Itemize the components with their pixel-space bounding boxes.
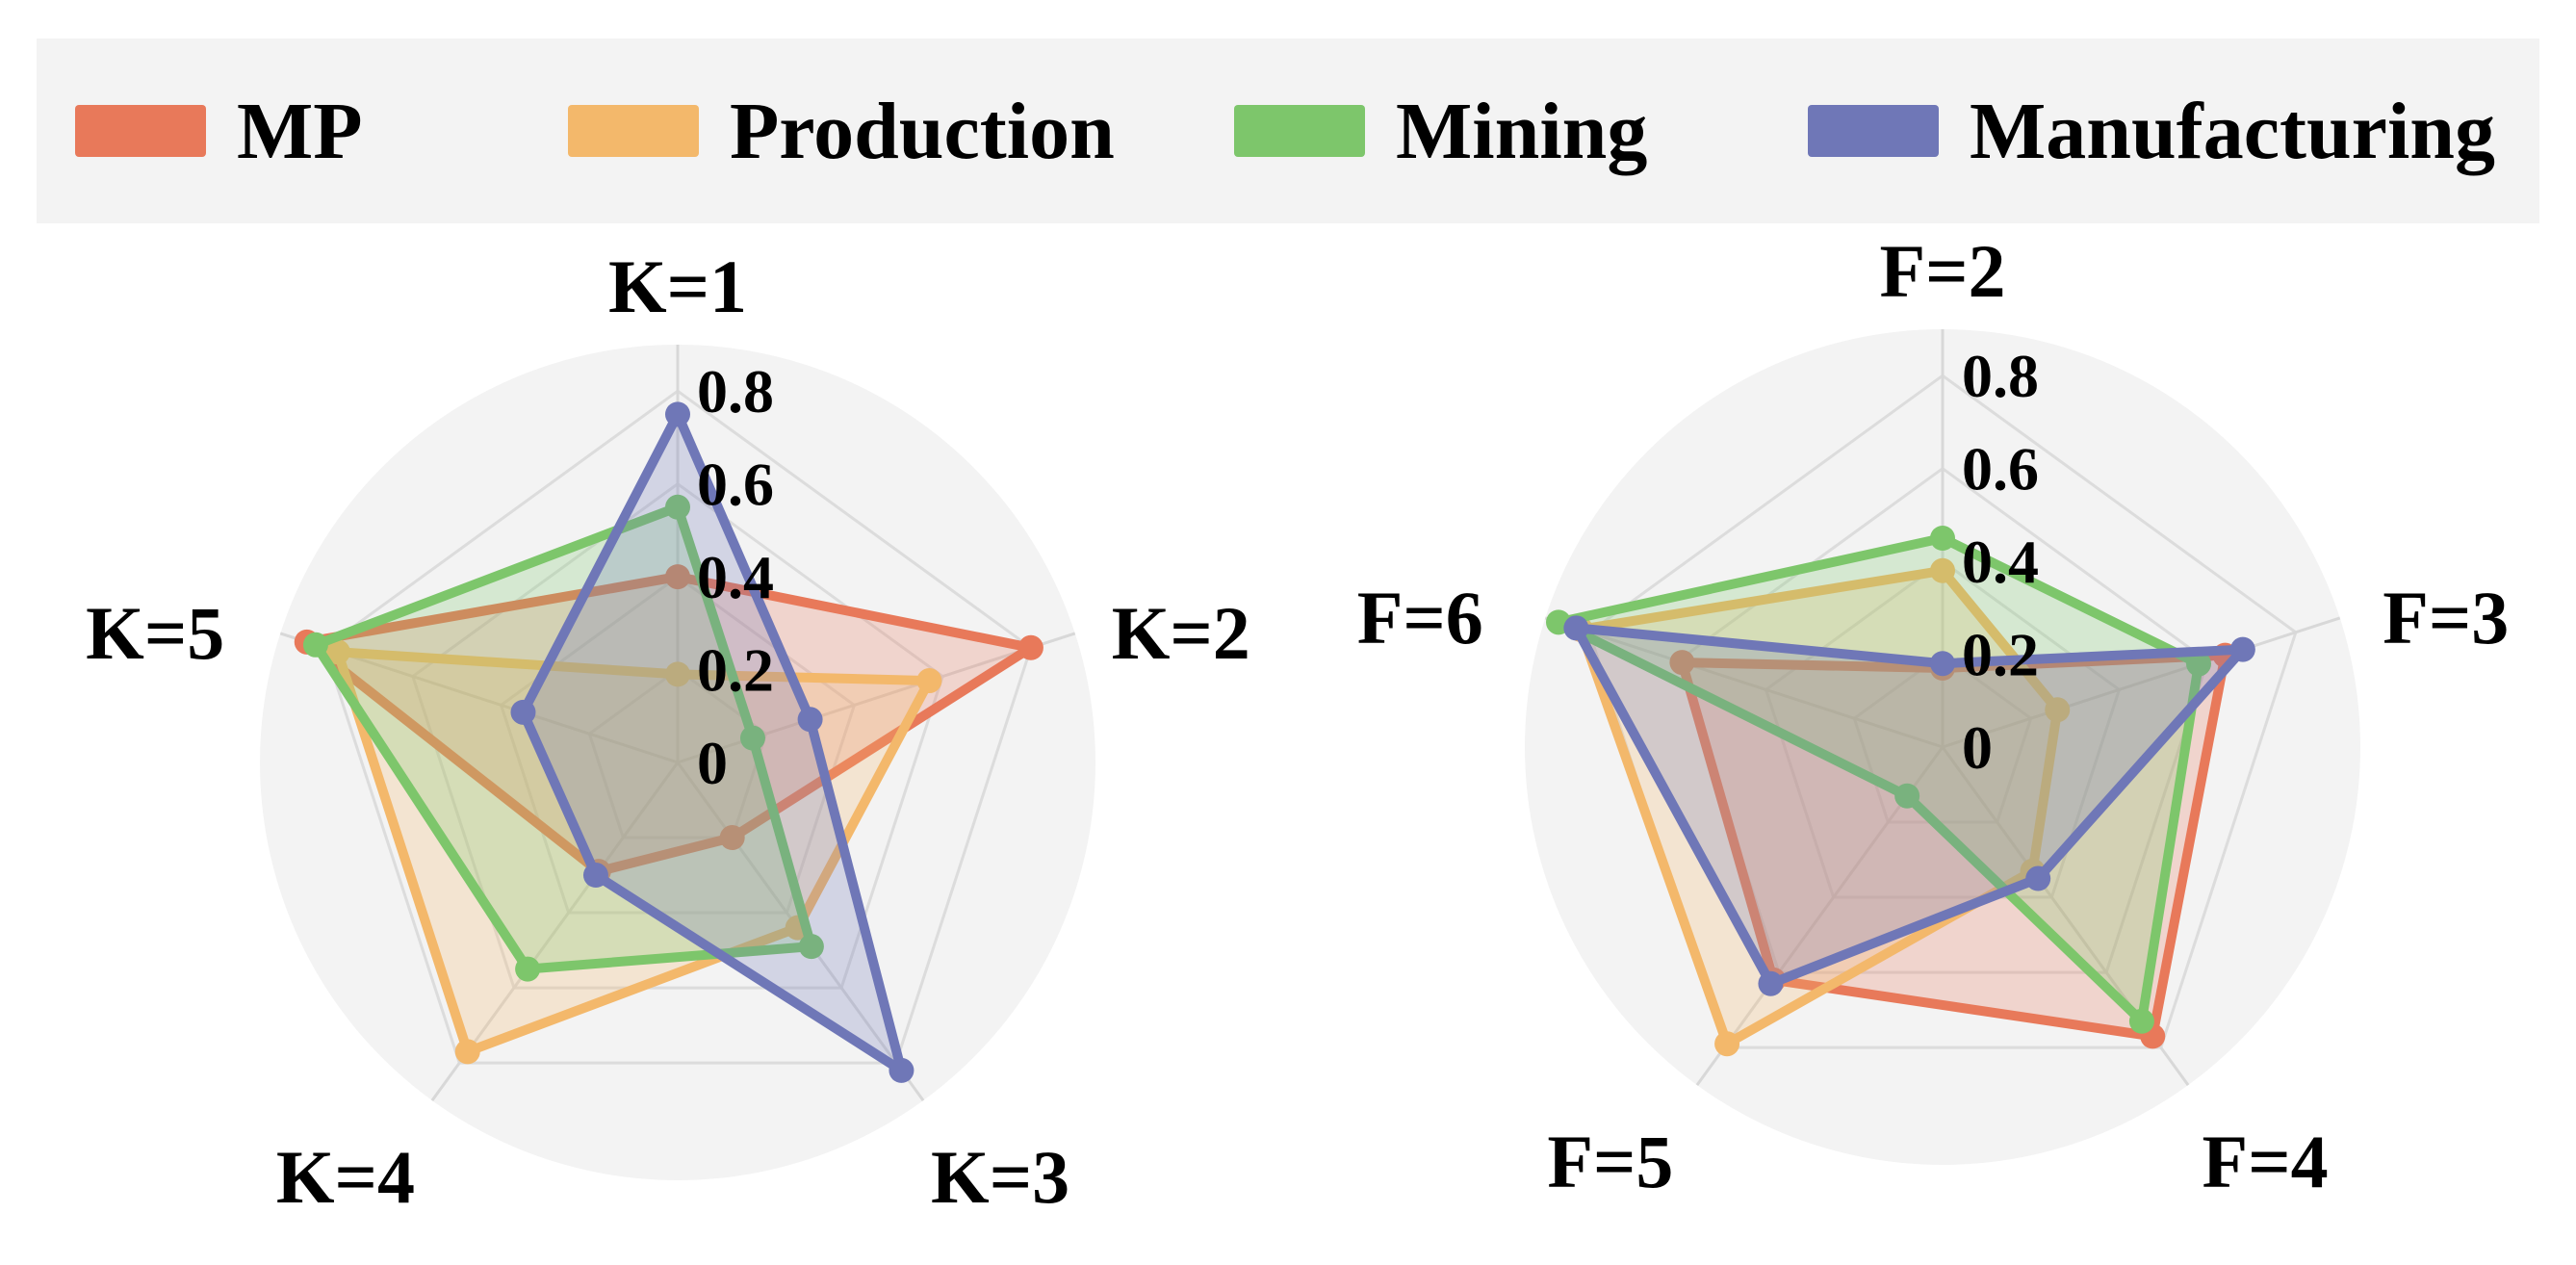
- data-point-mining: [302, 632, 328, 658]
- radial-tick-label: 0.2: [1962, 621, 2039, 689]
- axis-label: F=3: [2383, 576, 2509, 659]
- axis-label: K=2: [1112, 591, 1250, 675]
- legend-item-production: Production: [568, 39, 1115, 223]
- data-point-mining: [739, 725, 765, 751]
- radar-chart-1: 0 0.2 0.4 0.6 0.8 K=1 K=2 K=3 K=4 K=5: [86, 245, 1250, 1219]
- data-point-mining: [2128, 1008, 2154, 1034]
- data-point-production: [454, 1039, 480, 1065]
- data-point-production: [2045, 697, 2071, 723]
- data-point-mining: [665, 494, 690, 520]
- series-area-mining: [310, 502, 816, 974]
- radial-tick-label: 0.6: [1962, 435, 2039, 503]
- radial-tick-label: 0.6: [697, 451, 774, 519]
- data-point-mining: [1894, 783, 1920, 809]
- axis-label: K=4: [276, 1135, 415, 1219]
- axis-label: K=3: [931, 1135, 1069, 1219]
- data-point-manufacturing: [2229, 636, 2255, 662]
- data-point-mining: [2186, 651, 2211, 677]
- data-point-manufacturing: [1758, 970, 1784, 996]
- data-point-mining: [798, 934, 824, 960]
- axis-label: F=4: [2202, 1120, 2329, 1203]
- legend-label-mining: Mining: [1396, 86, 1648, 176]
- axis-label: K=5: [86, 591, 224, 675]
- legend-label-mp: MP: [237, 86, 363, 176]
- legend-label-production: Production: [730, 86, 1115, 176]
- data-point-manufacturing: [889, 1057, 914, 1083]
- legend: MP Production Mining Manufacturing: [37, 39, 2539, 223]
- series-area-manufacturing: [1571, 623, 2248, 989]
- data-point-manufacturing: [510, 699, 536, 725]
- legend-label-manufacturing: Manufacturing: [1970, 86, 2495, 176]
- data-point-manufacturing: [1930, 651, 1955, 677]
- data-point-manufacturing: [665, 401, 690, 427]
- radial-tick-label: 0.8: [1962, 342, 2039, 410]
- radial-tick-label: 0.4: [697, 543, 774, 611]
- axis-label: F=6: [1357, 576, 1483, 659]
- radar-spoke: [1942, 616, 2341, 749]
- radar-spoke: [1544, 616, 1944, 749]
- radar-grid-ring: [322, 389, 1033, 1065]
- radial-tick-label: 0: [697, 729, 728, 797]
- data-point-mp: [665, 564, 690, 590]
- legend-item-mining: Mining: [1234, 39, 1647, 223]
- data-point-production: [324, 639, 350, 665]
- data-point-manufacturing: [2025, 865, 2051, 891]
- axis-label: K=1: [608, 245, 747, 328]
- legend-swatch-mining: [1234, 105, 1365, 157]
- data-point-manufacturing: [797, 707, 823, 733]
- radar-grid-ring: [499, 575, 857, 915]
- legend-swatch-production: [568, 105, 699, 157]
- radial-tick-label: 0.8: [697, 357, 774, 426]
- data-point-production: [665, 661, 690, 687]
- data-point-mp: [1018, 634, 1043, 660]
- radar-grid-ring: [1676, 466, 2209, 974]
- radar-grid-ring: [1852, 652, 2033, 824]
- legend-item-manufacturing: Manufacturing: [1808, 39, 2495, 223]
- radial-tick-label: 0.4: [1962, 528, 2039, 596]
- data-point-production: [1714, 1031, 1740, 1057]
- series-area-mp: [301, 572, 1036, 877]
- series-area-production: [332, 647, 935, 1057]
- radar-grid-ring: [411, 481, 944, 990]
- legend-item-mp: MP: [75, 39, 363, 223]
- legend-swatch-mp: [75, 105, 206, 157]
- radar-chart-2: 0 0.2 0.4 0.6 0.8 F=2 F=3 F=4 F=5 F=6: [1357, 229, 2510, 1203]
- radial-tick-label: 0: [1962, 713, 1993, 782]
- radial-tick-label: 0.2: [697, 636, 774, 705]
- data-point-manufacturing: [1563, 615, 1589, 641]
- axis-label: F=5: [1547, 1120, 1673, 1203]
- series-area-manufacturing: [518, 409, 907, 1075]
- data-point-mining: [515, 956, 541, 982]
- legend-swatch-manufacturing: [1808, 105, 1939, 157]
- radar-grid-ring: [1587, 374, 2298, 1049]
- data-point-production: [916, 668, 942, 694]
- data-point-mp: [1669, 650, 1695, 676]
- data-point-mining: [1930, 526, 1955, 551]
- axis-label: F=2: [1879, 229, 2005, 313]
- data-point-manufacturing: [582, 863, 608, 889]
- data-point-production: [1930, 557, 1955, 583]
- data-point-mp: [719, 825, 745, 851]
